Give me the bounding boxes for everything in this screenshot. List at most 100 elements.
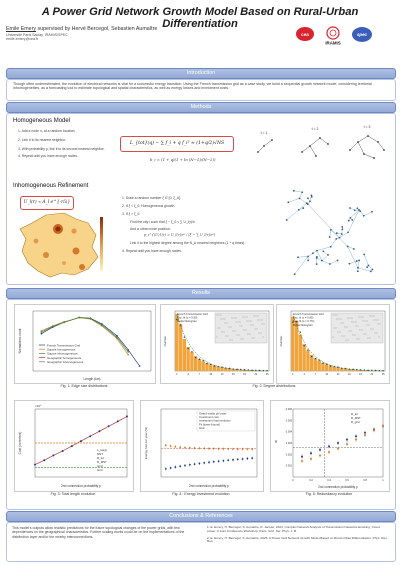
inset-node [236,322,237,323]
network-edge [294,191,302,192]
conclusion-panel: This model's outputs allow realistic pre… [6,522,396,562]
legend-entry: R_grid [351,420,360,424]
inset-node [376,320,377,321]
legend-entry: Geographic inhomogeneous [47,360,84,364]
data-point [251,457,253,459]
homogeneous-steps: 1. Add a node n₁ at a random location. 2… [18,129,108,158]
legend-entry: Exp. fit (c = 0.80) [177,316,197,320]
inset-node [243,317,244,318]
inset-node [337,319,338,320]
inset-node [374,320,375,321]
y-tick-label: 0.006 [286,408,293,411]
fig4-caption: Fig. 4 : Energy investment evolution [140,492,262,496]
conclusion-text: This model's outputs allow realistic pre… [12,526,192,539]
x-tick-label: 10 [209,373,212,376]
data-point [108,425,110,427]
network-node [368,265,370,267]
grid-point [191,351,192,352]
network-node [302,207,304,209]
network-node [330,229,332,231]
inset-node [220,328,221,329]
network-node [347,232,349,234]
density-formula-box: U_l(r) ∝ A_l e^{-r/λ} [20,196,74,210]
grid-point [330,365,331,366]
network-node [330,246,332,248]
step-2: 2. Link it to its nearest neighbor. [18,138,108,142]
x-tick-label: 4 [187,373,189,376]
inset-node [343,323,344,324]
histogram-bar [318,361,321,371]
histogram-bar [314,358,317,371]
network-node [371,211,373,213]
data-point [78,317,80,319]
network-edge [317,247,331,251]
inset-node [367,321,368,322]
legend-entry: French Transmission Grid [177,312,208,316]
data-point [194,463,196,465]
data-point [232,448,234,450]
inset-node [333,337,334,338]
network-edge [358,268,371,272]
grid-point [214,365,215,366]
inhomogeneous-heading: Inhomogeneous Refinement [13,183,88,189]
grid-point [307,349,308,350]
inset-node [264,324,265,325]
grid-point [300,332,301,333]
inhomogeneous-network-illustration [278,183,386,279]
inset-node [224,332,225,333]
y-tick-label: 0.005 [286,419,293,422]
x-axis-label: 2nd connection probability p [61,484,101,488]
intro-banner: Introduction [6,68,396,79]
network-edge [358,260,359,267]
inh-step-4: 4. Repeat until you have enough nodes. [122,249,262,253]
inset-node [339,319,340,320]
y-axis-label: Number [163,336,167,347]
inset-node [217,315,218,316]
network-node [359,210,361,212]
data-point [43,459,45,461]
inset-node [232,318,233,319]
network-node [299,197,301,199]
density-formula: U_l(r) ∝ A_l e^{-r/λ} [21,197,73,209]
inset-node [251,321,252,322]
data-point [170,467,172,469]
network-node [341,233,343,235]
histogram-bar [321,363,324,371]
inset-node [340,332,341,333]
affiliation: Université Paris Saclay, IRAMIS/SPEC emi… [6,33,68,41]
inset-node [247,321,248,322]
network-node [335,238,337,240]
network-node [366,266,368,268]
data-point [127,354,129,356]
inset-node [380,324,381,325]
inset-node [371,329,372,330]
data-point [179,446,181,448]
step-1: 1. Add a node n₁ at a random location. [18,129,108,133]
x-axis-label: 2nd connection probability p [318,485,358,489]
inset-network [215,313,267,343]
inset-node [378,324,379,325]
data-point [237,458,239,460]
network-node [363,215,365,217]
inset-node [364,334,365,335]
inset-node [365,321,366,322]
histogram-bar [202,361,205,371]
network-node [298,209,300,211]
data-point [127,349,129,351]
fig1-caption: Fig. 1: Edge size distributions [14,384,154,388]
x-tick-label: 0.6 [345,478,349,482]
inset-node [254,316,255,317]
data-point [319,449,321,451]
x-tick-label: 10 [325,373,328,376]
inset-node [333,315,334,316]
x-tick-label: 13 [337,373,340,376]
inset-node [239,335,240,336]
network-edge [330,260,338,264]
inset-node [260,320,261,321]
inset-node [223,319,224,320]
grid-point [203,360,204,361]
network-node [358,260,360,262]
histogram-bar [306,350,309,371]
data-point [184,447,186,449]
inset-node [367,325,368,326]
